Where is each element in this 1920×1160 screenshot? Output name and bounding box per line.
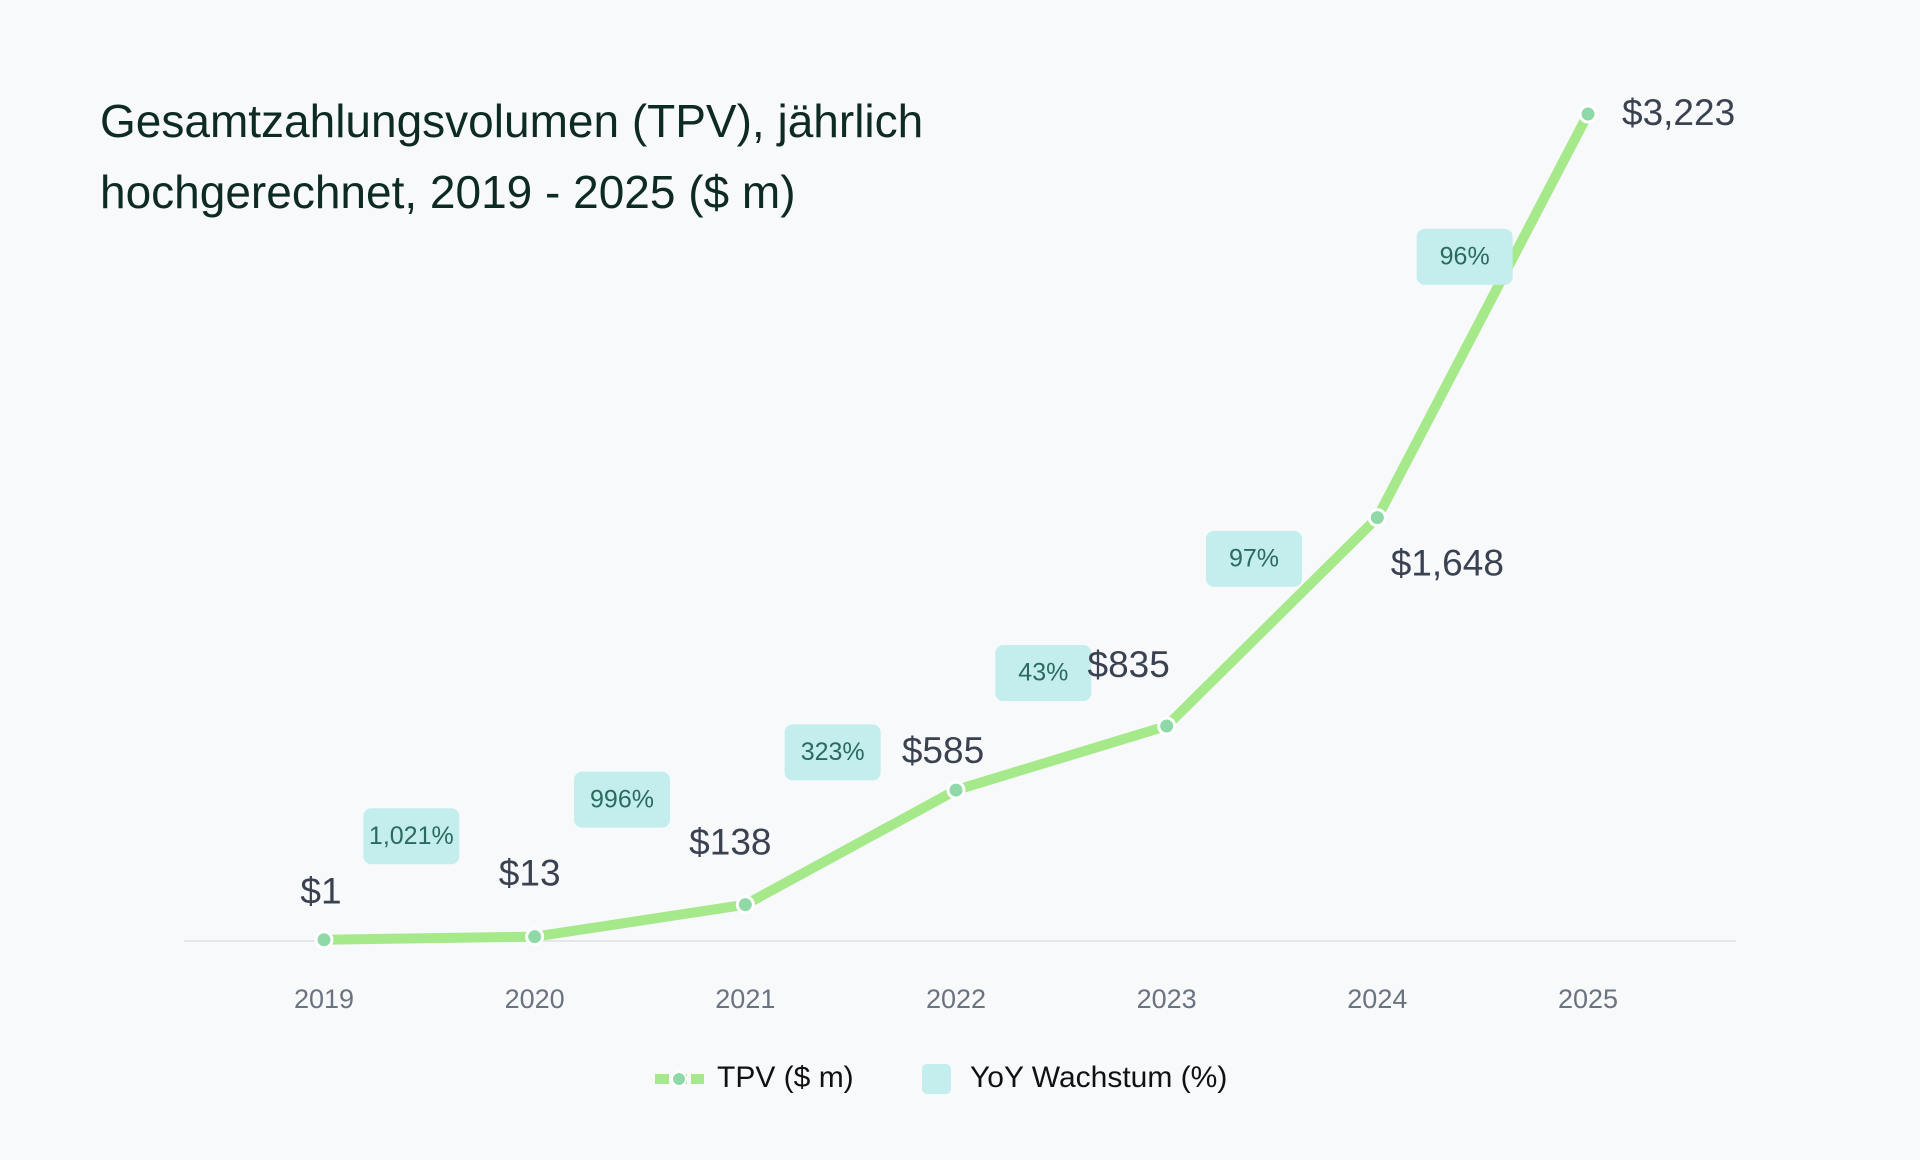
value-label: $835 (1088, 644, 1170, 685)
tpv-point (1578, 104, 1598, 124)
tpv-point (1157, 716, 1177, 736)
x-tick-label: 2021 (715, 984, 775, 1014)
x-tick-label: 2023 (1137, 984, 1197, 1014)
value-label: $3,223 (1622, 92, 1735, 133)
growth-label: 996% (590, 785, 654, 813)
value-label: $585 (902, 730, 984, 771)
growth-box (1416, 228, 1513, 285)
tpv-point (735, 895, 755, 915)
tpv-point (1367, 508, 1387, 528)
chart-title: hochgerechnet, 2019 - 2025 ($ m) (100, 166, 796, 218)
value-label: $1,648 (1391, 542, 1504, 583)
growth-box (574, 771, 670, 828)
chart-title: Gesamtzahlungsvolumen (TPV), jährlich (100, 95, 923, 147)
value-label: $1 (300, 871, 341, 912)
tpv-line (323, 111, 1593, 945)
legend-box (922, 1064, 951, 1094)
legend-point (671, 1071, 687, 1087)
tpv-point (946, 780, 966, 800)
value-label: $138 (689, 821, 771, 862)
x-tick-label: 2020 (505, 984, 565, 1014)
value-label: $13 (499, 852, 561, 893)
growth-box (363, 808, 460, 865)
x-tick-label: 2022 (926, 984, 986, 1014)
growth-label: 1,021% (369, 822, 454, 850)
x-tick-label: 2019 (294, 984, 354, 1014)
growth-label: 96% (1440, 242, 1490, 270)
growth-box (1206, 530, 1302, 587)
growth-box (784, 724, 881, 781)
legend-label: TPV ($ m) (717, 1061, 854, 1094)
growth-box (995, 645, 1092, 702)
growth-label: 323% (801, 738, 865, 766)
growth-label: 43% (1018, 659, 1068, 687)
growth-label: 97% (1229, 544, 1279, 572)
x-tick-label: 2025 (1558, 984, 1618, 1014)
tpv-point (525, 927, 545, 947)
x-tick-label: 2024 (1347, 984, 1407, 1014)
tpv-point (314, 930, 334, 950)
legend-label: YoY Wachstum (%) (970, 1061, 1227, 1094)
